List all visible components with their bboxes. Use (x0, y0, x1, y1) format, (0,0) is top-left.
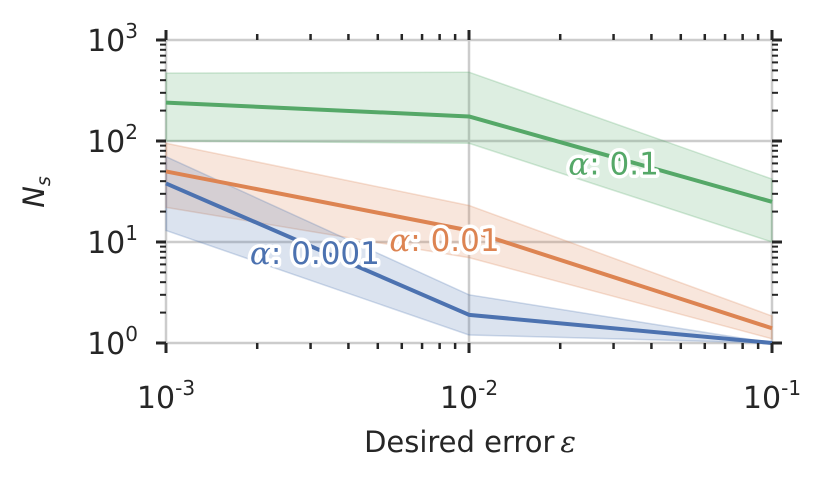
x-tick-base: 10 (137, 381, 175, 416)
series-lines (165, 100, 773, 345)
x-tick-base: 10 (743, 381, 781, 416)
x-tick-label: 10-3 (137, 376, 195, 416)
x-axis-title: Desired error ε (364, 425, 576, 459)
series-band (165, 155, 773, 344)
series-inline-label: α: 0.001 (250, 236, 380, 272)
series-label-value: : 0.001 (271, 236, 380, 272)
y-axis-title-main: N (17, 186, 51, 208)
x-tick-exponent: -1 (781, 376, 801, 400)
series-label-value: : 0.01 (410, 223, 499, 259)
series-label-symbol: α (568, 146, 589, 182)
y-tick-base: 10 (87, 24, 125, 59)
series-line (165, 100, 773, 204)
y-tick-base: 10 (87, 226, 125, 261)
y-tick-exponent: 2 (125, 120, 138, 144)
y-tick-label: 100 (87, 322, 138, 362)
series-label-value: : 0.1 (589, 146, 659, 182)
y-tick-exponent: 1 (125, 221, 138, 245)
x-axis-title-text: Desired error (364, 425, 554, 459)
x-axis-title-symbol: ε (560, 425, 576, 459)
y-axis-title: Ns (17, 176, 55, 208)
y-tick-exponent: 0 (125, 322, 138, 346)
series-label-symbol: α (250, 236, 271, 272)
inline-labels: α: 0.1α: 0.01α: 0.001 (246, 143, 662, 275)
series-line (165, 169, 773, 331)
x-tick-label: 10-2 (440, 376, 498, 416)
x-tick-exponent: -2 (478, 376, 498, 400)
series-band (165, 142, 773, 340)
y-tick-label: 101 (87, 221, 138, 261)
series-inline-label: α: 0.1 (568, 146, 659, 182)
y-tick-exponent: 3 (125, 19, 138, 43)
y-tick-base: 10 (87, 125, 125, 160)
y-tick-label: 102 (87, 120, 138, 160)
x-tick-label: 10-1 (743, 376, 801, 416)
y-tick-base: 10 (87, 327, 125, 362)
x-tick-base: 10 (440, 381, 478, 416)
x-tick-exponent: -3 (175, 376, 195, 400)
series-label-symbol: α (389, 223, 410, 259)
y-axis-title-sub: s (33, 176, 55, 186)
series-inline-label: α: 0.01 (389, 223, 499, 259)
confidence-bands (165, 71, 773, 344)
series-line (165, 181, 773, 345)
y-tick-label: 103 (87, 19, 138, 59)
